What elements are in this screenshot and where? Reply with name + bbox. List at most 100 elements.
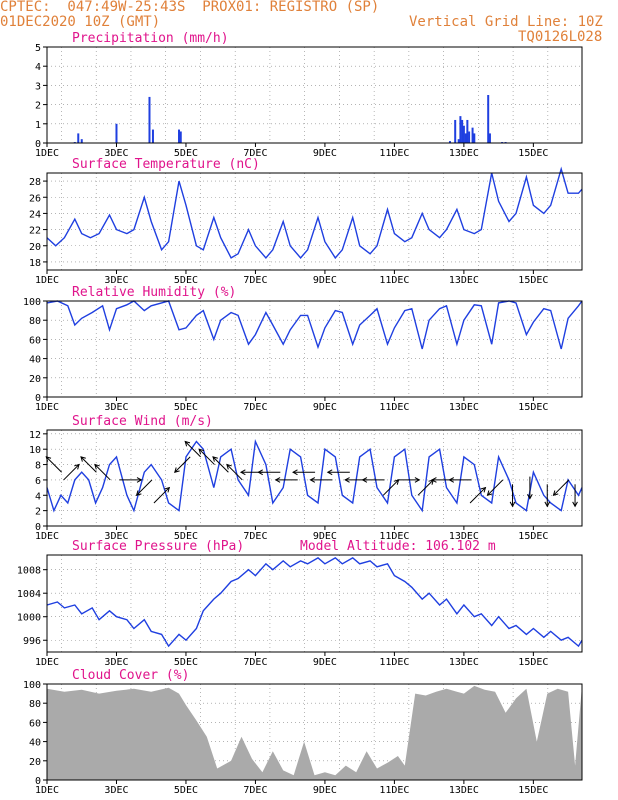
- wind-arrow-head: [226, 463, 232, 470]
- wind-arrow-head: [361, 477, 368, 483]
- y-tick-label: 4: [35, 491, 41, 502]
- panel-title: Cloud Cover (%): [72, 668, 189, 683]
- panel-frame: [46, 683, 583, 781]
- x-tick-label: 5DEC: [174, 275, 198, 286]
- wind-arrow-head: [448, 477, 455, 483]
- wind-arrow-head: [274, 477, 281, 483]
- wind-arrow-head: [74, 463, 80, 470]
- y-tick-label: 0: [35, 139, 41, 150]
- precip-bar: [488, 133, 491, 143]
- wind-arrow-head: [552, 490, 559, 497]
- y-tick-label: 3: [35, 81, 41, 92]
- wind-arrow-head: [94, 463, 100, 470]
- x-tick-label: 7DEC: [243, 531, 267, 542]
- x-tick-label: 13DEC: [449, 657, 479, 668]
- y-tick-label: 2: [35, 101, 41, 112]
- panel-title: Surface Wind (m/s): [72, 414, 213, 429]
- y-tick-label: 20: [29, 757, 41, 768]
- wind-arrow: [382, 479, 399, 496]
- precip-bar: [178, 129, 181, 143]
- x-tick-label: 3DEC: [104, 657, 128, 668]
- x-tick-label: 1DEC: [35, 531, 59, 542]
- x-tick-label: 3DEC: [104, 785, 128, 796]
- y-tick-label: 18: [29, 258, 41, 269]
- header-code: TQ0126L028: [518, 29, 603, 45]
- y-tick-label: 100: [23, 680, 41, 691]
- wind-arrow-head: [184, 440, 191, 447]
- y-tick-label: 20: [29, 374, 41, 385]
- y-tick-label: 28: [29, 177, 41, 188]
- x-tick-label: 13DEC: [449, 785, 479, 796]
- y-tick-label: 24: [29, 209, 41, 220]
- panel-3: Surface Wind (m/s) 0 2 4 6 8 10 12 1DEC 3DEC 5DEC 7…: [29, 414, 583, 542]
- x-tick-label: 15DEC: [518, 531, 548, 542]
- x-tick-label: 11DEC: [379, 148, 409, 159]
- wind-arrow-head: [430, 477, 437, 483]
- panel-2: Relative Humidity (%) 0 20 40 60 80 100 1DEC 3DE…: [23, 285, 583, 413]
- x-tick-label: 1DEC: [35, 657, 59, 668]
- wind-arrow: [80, 456, 97, 473]
- wind-arrow: [417, 479, 434, 496]
- wind-arrow: [198, 448, 215, 465]
- x-tick-label: 11DEC: [379, 657, 409, 668]
- cloud-area: [47, 685, 582, 780]
- x-tick-label: 7DEC: [243, 275, 267, 286]
- precip-bar: [454, 119, 457, 143]
- y-tick-label: 12: [29, 430, 41, 441]
- y-tick-label: 80: [29, 699, 41, 710]
- panel-title: Precipitation (mm/h): [72, 31, 229, 46]
- header-location: CPTEC: 047:49W-25:43S PROX01: REGISTRO (…: [0, 0, 380, 15]
- y-tick-label: 100: [23, 297, 41, 308]
- panel-0: Precipitation (mm/h) 0 1 2 3 4 5 1DEC 3DEC 5DEC 7D…: [35, 31, 583, 159]
- x-tick-label: 9DEC: [313, 657, 337, 668]
- x-tick-label: 15DEC: [518, 402, 548, 413]
- y-tick-label: 26: [29, 193, 41, 204]
- precip-bar: [461, 119, 464, 143]
- wind-arrow-head: [257, 469, 263, 476]
- precip-bar: [466, 119, 469, 143]
- precip-bar: [448, 141, 451, 143]
- x-tick-label: 3DEC: [104, 402, 128, 413]
- x-tick-label: 9DEC: [313, 275, 337, 286]
- x-tick-label: 1DEC: [35, 148, 59, 159]
- x-tick-label: 15DEC: [518, 275, 548, 286]
- panel-1: Surface Temperature (nC) 18 20 22 24 26 28 1DEC…: [29, 157, 583, 286]
- y-tick-label: 40: [29, 738, 41, 749]
- x-tick-label: 5DEC: [174, 148, 198, 159]
- wind-arrow: [184, 441, 201, 458]
- y-tick-label: 1: [35, 120, 41, 131]
- y-tick-label: 2: [35, 507, 41, 518]
- wind-arrow-head: [572, 501, 578, 508]
- x-tick-label: 11DEC: [379, 402, 409, 413]
- series-line: [46, 438, 583, 513]
- series-line: [46, 166, 583, 260]
- panel-frame: [46, 172, 583, 271]
- y-tick-label: 1004: [17, 589, 41, 600]
- y-tick-label: 60: [29, 335, 41, 346]
- x-tick-label: 11DEC: [379, 531, 409, 542]
- y-tick-label: 0: [35, 393, 41, 404]
- x-tick-label: 9DEC: [313, 785, 337, 796]
- precip-bar: [151, 129, 154, 143]
- y-tick-label: 8: [35, 461, 41, 472]
- x-tick-label: 13DEC: [449, 148, 479, 159]
- x-tick-label: 1DEC: [35, 402, 59, 413]
- x-tick-label: 1DEC: [35, 785, 59, 796]
- wind-arrow-head: [174, 467, 180, 473]
- x-tick-label: 5DEC: [174, 531, 198, 542]
- wind-arrow-head: [544, 501, 551, 508]
- wind-arrow: [487, 479, 504, 496]
- precip-bar: [471, 127, 474, 143]
- precip-bar: [468, 131, 471, 143]
- panel-frame: [46, 429, 583, 527]
- wind-arrow-head: [292, 469, 298, 476]
- x-tick-label: 9DEC: [313, 148, 337, 159]
- precip-bar: [459, 116, 462, 143]
- series-line: [46, 300, 583, 350]
- x-tick-label: 5DEC: [174, 402, 198, 413]
- wind-arrow-head: [80, 456, 86, 462]
- wind-arrow: [226, 464, 243, 481]
- precip-bar: [473, 133, 476, 143]
- y-tick-label: 5: [35, 43, 41, 54]
- panel-frame: [46, 300, 583, 398]
